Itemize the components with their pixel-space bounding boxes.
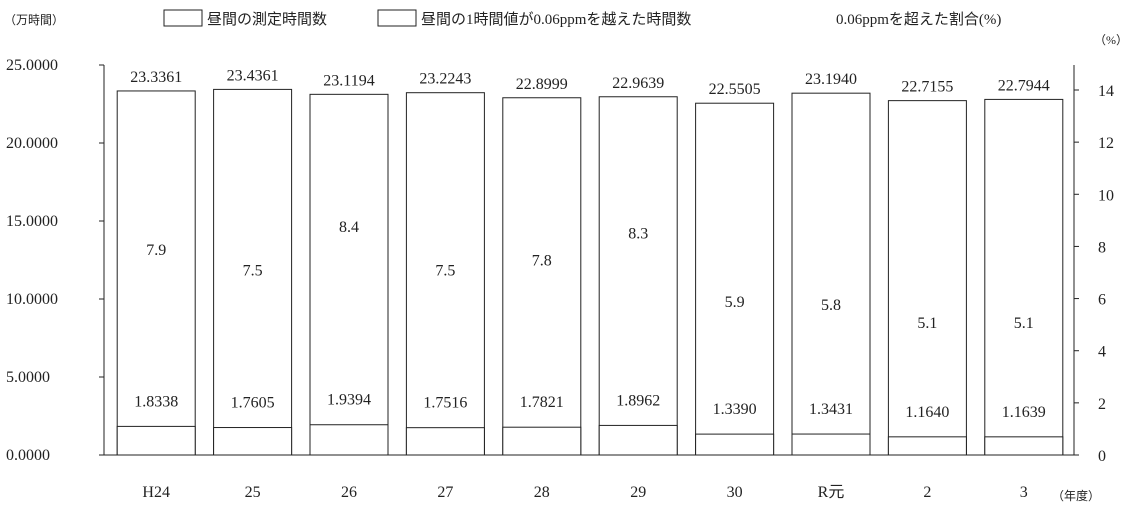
total-value-label: 22.7944 — [998, 77, 1050, 94]
y-right-tick-label: 0 — [1098, 448, 1106, 465]
bar-total — [405, 92, 485, 456]
y-left-tick-label: 25.0000 — [6, 57, 58, 74]
exceed-value-label: 1.7516 — [423, 395, 467, 412]
y-right-unit: （%） — [1094, 33, 1128, 47]
exceed-value-label: 1.7821 — [520, 394, 564, 411]
exceed-value-label: 1.1639 — [1002, 404, 1046, 421]
exceed-value-label: 1.9394 — [327, 392, 371, 409]
percent-value-label: 7.5 — [243, 262, 263, 279]
bar-total — [213, 88, 293, 456]
total-value-label: 23.4361 — [227, 67, 279, 84]
bar-total — [116, 90, 196, 456]
y-left-tick-label: 5.0000 — [6, 369, 50, 386]
x-category-label: 26 — [341, 484, 357, 501]
total-value-label: 22.5505 — [709, 81, 761, 98]
bar-total — [502, 97, 582, 456]
total-value-label: 23.1194 — [323, 72, 374, 89]
y-left-tick-label: 15.0000 — [6, 213, 58, 230]
exceed-value-label: 1.8962 — [616, 392, 660, 409]
x-category-label: H24 — [142, 484, 170, 501]
y-right-tick-label: 2 — [1098, 396, 1106, 413]
x-labels: H24 25 26 27 28 29 30 R元 2 3 — [142, 484, 1027, 501]
x-category-label: 29 — [630, 484, 646, 501]
bar-exceed — [695, 433, 775, 456]
legend-swatch-exceed — [377, 9, 417, 27]
percent-value-label: 5.1 — [917, 315, 937, 332]
bar-exceed — [405, 427, 485, 456]
y-right-tick-label: 4 — [1098, 344, 1106, 361]
percent-value-label: 8.3 — [628, 226, 648, 243]
right-ticks: 0 2 4 6 8 10 12 14 — [1074, 83, 1114, 465]
y-left-tick-label: 0.0000 — [6, 447, 50, 464]
total-value-label: 22.8999 — [516, 76, 568, 93]
total-value-label: 23.2243 — [419, 71, 471, 88]
exceed-value-label: 1.8338 — [134, 393, 178, 410]
x-category-label: 28 — [534, 484, 550, 501]
bar-total — [791, 92, 871, 456]
y-left-tick-label: 10.0000 — [6, 291, 58, 308]
left-ticks: 0.0000 5.0000 10.0000 15.0000 20.0000 25.0000 — [6, 57, 104, 464]
legend-swatch-total — [163, 9, 203, 27]
x-category-label: 3 — [1020, 484, 1028, 501]
y-left-unit: （万時間） — [4, 13, 64, 27]
percent-value-label: 5.9 — [725, 294, 745, 311]
bar-exceed — [309, 424, 389, 456]
x-category-label: 25 — [245, 484, 261, 501]
total-value-label: 23.3361 — [130, 69, 182, 86]
y-right-tick-label: 14 — [1098, 83, 1114, 100]
y-right-tick-label: 12 — [1098, 135, 1114, 152]
x-category-label: 2 — [923, 484, 931, 501]
exceed-value-label: 1.7605 — [231, 395, 275, 412]
total-value-label: 23.1940 — [805, 71, 857, 88]
y-left-tick-label: 20.0000 — [6, 135, 58, 152]
bar-total — [695, 102, 775, 456]
bar-exceed — [791, 433, 871, 456]
percent-value-label: 5.8 — [821, 297, 841, 314]
bars: 23.3361 1.8338 7.9 23.4361 1.7605 7.5 23.1194 1… — [116, 67, 1064, 456]
y-right-tick-label: 6 — [1098, 292, 1106, 309]
bar-exceed — [502, 426, 582, 456]
exceed-value-label: 1.3390 — [713, 401, 757, 418]
bar-exceed — [598, 424, 678, 456]
percent-value-label: 7.8 — [532, 253, 552, 270]
y-right-tick-label: 10 — [1098, 187, 1114, 204]
percent-value-label: 7.9 — [146, 242, 166, 259]
x-category-label: 30 — [727, 484, 743, 501]
x-unit: （年度） — [1052, 488, 1100, 503]
x-category-label: 27 — [437, 484, 453, 501]
bar-total — [309, 93, 389, 456]
total-value-label: 22.7155 — [901, 79, 953, 96]
bar-total — [887, 100, 967, 456]
legend: 昼間の測定時間数 昼間の1時間値が0.06ppmを越えた時間数 0.06ppmを… — [163, 9, 1001, 28]
bar-total — [598, 96, 678, 456]
percent-value-label: 5.1 — [1014, 315, 1034, 332]
bar-exceed — [213, 427, 293, 456]
x-category-label: R元 — [818, 484, 845, 501]
legend-label-exceed: 昼間の1時間値が0.06ppmを越えた時間数 — [421, 11, 691, 28]
bar-total — [984, 98, 1064, 456]
exceed-value-label: 1.3431 — [809, 401, 853, 418]
legend-label-total: 昼間の測定時間数 — [207, 11, 327, 28]
bar-exceed — [116, 425, 196, 456]
percent-value-label: 7.5 — [435, 262, 455, 279]
total-value-label: 22.9639 — [612, 75, 664, 92]
percent-value-label: 8.4 — [339, 219, 359, 236]
bar-exceed — [984, 436, 1064, 456]
exceed-value-label: 1.1640 — [905, 404, 949, 421]
y-right-tick-label: 8 — [1098, 239, 1106, 256]
legend-label-percent: 0.06ppmを超えた割合(%) — [836, 11, 1001, 28]
bar-exceed — [887, 436, 967, 456]
